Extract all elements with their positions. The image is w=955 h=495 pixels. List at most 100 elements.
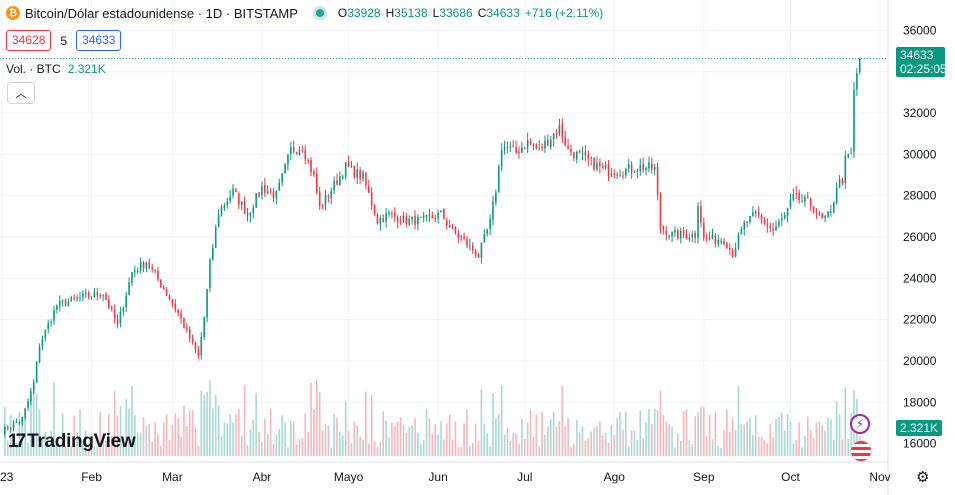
candle-body bbox=[269, 190, 272, 192]
candle-body bbox=[177, 309, 179, 314]
candle-body bbox=[84, 292, 87, 295]
volume-bar bbox=[41, 438, 44, 456]
candle-body bbox=[336, 180, 338, 185]
volume-bar bbox=[636, 439, 639, 456]
volume-bar bbox=[538, 446, 540, 456]
volume-bar bbox=[755, 415, 757, 456]
candle-body bbox=[581, 153, 584, 155]
candle-body bbox=[38, 346, 41, 363]
candle-body bbox=[518, 151, 520, 154]
candle-body bbox=[255, 193, 257, 208]
candle-body bbox=[798, 192, 800, 201]
volume-bar bbox=[575, 420, 578, 456]
volume-bar bbox=[165, 414, 168, 456]
volume-bar bbox=[339, 431, 341, 456]
volume-bar bbox=[827, 417, 829, 456]
time-tick-label: Mar bbox=[162, 470, 183, 484]
volume-bar bbox=[763, 440, 766, 456]
candle-body bbox=[584, 152, 587, 155]
candle-body bbox=[180, 312, 182, 319]
volume-bar bbox=[385, 420, 387, 456]
candle-body bbox=[209, 259, 211, 289]
volume-bar bbox=[642, 437, 644, 456]
volume-bar bbox=[685, 409, 688, 456]
symbol-header[interactable]: ₿ Bitcoin/Dólar estadounidense · 1D · BI… bbox=[6, 4, 608, 22]
volume-bar bbox=[102, 439, 104, 456]
candle-body bbox=[145, 263, 148, 269]
symbol-title[interactable]: Bitcoin/Dólar estadounidense · 1D · BITS… bbox=[25, 5, 298, 21]
volume-bar bbox=[668, 424, 670, 456]
volume-bar bbox=[264, 419, 266, 456]
volume-bar bbox=[174, 413, 177, 456]
candle-body bbox=[356, 169, 359, 178]
volume-bar bbox=[359, 436, 361, 456]
candle-body bbox=[570, 148, 572, 153]
volume-bar bbox=[64, 446, 67, 456]
volume-bar bbox=[604, 432, 607, 456]
volume-bar bbox=[806, 416, 809, 456]
candle-body bbox=[197, 349, 200, 356]
candle-body bbox=[61, 300, 64, 302]
candle-body bbox=[249, 212, 252, 216]
candle-body bbox=[102, 294, 104, 296]
volume-bar bbox=[440, 421, 442, 456]
settings-gear-icon[interactable]: ⚙ bbox=[916, 469, 930, 486]
volume-bar bbox=[6, 440, 9, 456]
candle-body bbox=[142, 262, 145, 268]
candle-body bbox=[795, 193, 798, 195]
volume-bar bbox=[391, 422, 393, 456]
candle-body bbox=[506, 146, 509, 148]
volume-bar bbox=[417, 433, 419, 456]
volume-bar bbox=[70, 446, 73, 456]
volume-legend[interactable]: Vol. · BTC 2.321K bbox=[6, 62, 106, 76]
volume-bar bbox=[402, 425, 405, 456]
volume-bar bbox=[108, 413, 110, 456]
candle-body bbox=[766, 224, 769, 227]
volume-bar bbox=[573, 443, 575, 456]
volume-bar bbox=[240, 435, 243, 456]
volume-bar bbox=[226, 423, 229, 456]
tradingview-logo[interactable]: 17 TradingView bbox=[8, 431, 136, 453]
candle-body bbox=[639, 164, 642, 172]
candle-body bbox=[529, 141, 532, 144]
volume-bar bbox=[342, 435, 344, 456]
time-tick-label: Oct bbox=[781, 470, 800, 484]
volume-bar bbox=[445, 423, 448, 456]
volume-bar bbox=[616, 417, 618, 456]
candle-body bbox=[344, 162, 347, 178]
volume-bar bbox=[512, 433, 515, 456]
ask-button[interactable]: 34633 bbox=[76, 30, 122, 51]
candle-body bbox=[419, 216, 422, 218]
candle-body bbox=[714, 235, 717, 244]
candle-body bbox=[671, 231, 673, 237]
candle-body bbox=[610, 173, 613, 176]
collapse-legend-button[interactable]: ︿ bbox=[7, 82, 35, 104]
volume-bar bbox=[44, 431, 47, 456]
volume-bar bbox=[847, 438, 850, 456]
candle-body bbox=[232, 188, 234, 196]
candle-body bbox=[304, 150, 307, 160]
us-flag-icon[interactable] bbox=[850, 440, 872, 462]
volume-bar bbox=[466, 409, 468, 456]
volume-bar bbox=[648, 408, 650, 456]
candle-body bbox=[15, 422, 18, 424]
candle-body bbox=[778, 221, 780, 226]
volume-bar bbox=[321, 430, 324, 456]
lightning-icon[interactable]: ⚡ bbox=[850, 414, 870, 434]
volume-bar bbox=[454, 421, 457, 456]
volume-bar bbox=[330, 447, 333, 456]
volume-bar bbox=[483, 423, 486, 456]
candle-body bbox=[760, 215, 763, 220]
volume-bar bbox=[27, 442, 29, 456]
volume-bar bbox=[619, 411, 621, 456]
volume-bar bbox=[723, 430, 725, 456]
volume-bar bbox=[601, 435, 604, 456]
candle-body bbox=[685, 234, 688, 239]
candle-body bbox=[359, 170, 361, 179]
volume-bar bbox=[593, 427, 595, 456]
candle-body bbox=[775, 226, 777, 231]
bid-button[interactable]: 34628 bbox=[6, 30, 52, 51]
volume-bar bbox=[362, 440, 364, 456]
candle-body bbox=[729, 247, 731, 250]
